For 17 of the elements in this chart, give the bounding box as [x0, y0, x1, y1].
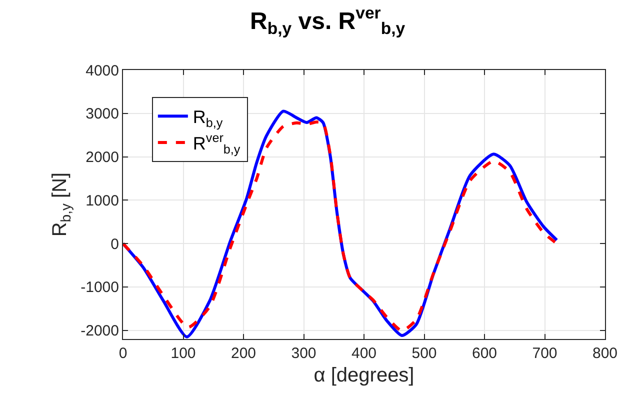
x-tick-label: 600	[472, 345, 498, 362]
y-tick-label: 0	[110, 236, 119, 253]
y-tick-label: -2000	[80, 322, 119, 340]
y-tick-label: 1000	[86, 192, 119, 210]
x-tick-label: 100	[170, 345, 196, 362]
x-axis-title: α [degrees]	[314, 364, 414, 386]
y-tick-label: 3000	[86, 106, 119, 123]
y-tick-label: -1000	[80, 279, 119, 296]
x-tick-label: 300	[291, 345, 316, 362]
y-tick-label: 4000	[86, 62, 119, 80]
y-tick-label: 2000	[86, 149, 119, 166]
legend-label: R$_{b,y}$	[192, 107, 224, 130]
x-tick-label: 800	[592, 345, 618, 362]
x-tick-label: 500	[412, 345, 437, 362]
x-tick-label: 700	[532, 345, 558, 362]
x-tick-label: 400	[351, 345, 377, 362]
x-tick-label: 200	[230, 345, 256, 362]
